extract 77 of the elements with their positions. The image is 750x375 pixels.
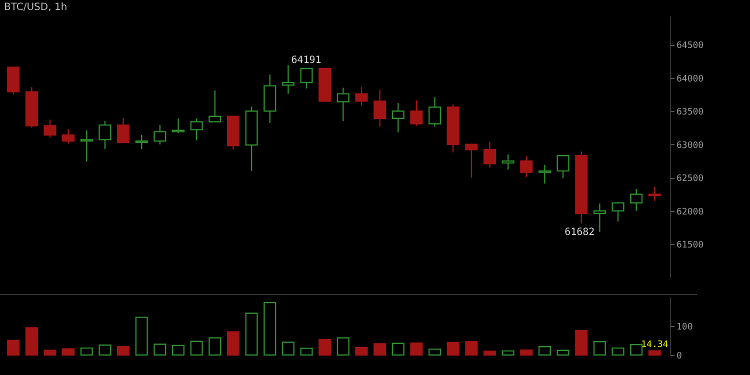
candlestick xyxy=(62,128,75,144)
bar xyxy=(172,344,185,356)
bar xyxy=(556,350,570,356)
bar xyxy=(80,347,93,356)
bar xyxy=(208,337,222,356)
bar xyxy=(648,350,661,356)
candlestick xyxy=(98,120,112,150)
bar xyxy=(135,316,148,356)
candlestick xyxy=(44,119,56,138)
bar xyxy=(428,348,442,356)
bar xyxy=(318,339,332,356)
candlestick xyxy=(502,154,514,170)
bar xyxy=(154,344,166,356)
candlestick xyxy=(336,87,350,122)
bar xyxy=(575,330,588,356)
candlestick xyxy=(190,118,203,141)
candlestick xyxy=(648,186,661,202)
bar xyxy=(62,348,75,356)
candlestick xyxy=(172,118,185,134)
candlestick xyxy=(556,154,570,179)
candlestick xyxy=(630,188,643,212)
bar xyxy=(355,346,368,356)
bar xyxy=(630,344,643,356)
bar xyxy=(44,350,56,356)
bar xyxy=(98,344,112,356)
candlestick xyxy=(428,96,442,127)
bar xyxy=(264,302,276,356)
chart-title: BTC/USD, 1h xyxy=(4,2,68,13)
bar xyxy=(245,312,258,356)
candlestick xyxy=(465,143,478,178)
annotation: 64191 xyxy=(291,55,322,66)
bar xyxy=(190,340,203,356)
bar xyxy=(25,327,38,356)
candlestick xyxy=(520,156,533,178)
bar xyxy=(612,347,624,356)
candlestick xyxy=(208,90,222,122)
y-tick-label: 64000 xyxy=(676,74,704,84)
bar xyxy=(520,349,533,356)
y-tick-label: 62500 xyxy=(676,174,704,184)
bar xyxy=(446,342,460,356)
bar xyxy=(226,331,240,356)
bar xyxy=(282,342,294,356)
y-tick-label: 100 xyxy=(676,322,693,332)
bar xyxy=(300,348,313,356)
candlestick xyxy=(80,130,93,162)
candlestick xyxy=(300,67,313,90)
y-tick-label: 0 xyxy=(676,352,682,362)
candlestick xyxy=(154,124,166,145)
data-label: 14.34 xyxy=(641,340,668,350)
candlestick xyxy=(355,86,368,106)
y-tick-label: 63000 xyxy=(676,140,704,151)
bar xyxy=(392,342,404,356)
candlestick xyxy=(410,100,423,126)
candlestick xyxy=(392,102,404,133)
y-tick-label: 64500 xyxy=(676,41,704,52)
candlestick xyxy=(282,64,294,94)
annotation: 61682 xyxy=(564,226,595,238)
y-tick-label: 62000 xyxy=(676,207,704,218)
bar xyxy=(593,341,606,356)
candlestick xyxy=(374,89,386,127)
bar xyxy=(7,340,20,356)
y-tick-label: 63500 xyxy=(676,108,704,118)
candlestick xyxy=(612,202,624,222)
bar xyxy=(538,346,551,356)
y-tick-label: 61500 xyxy=(676,240,704,251)
bar xyxy=(374,343,386,356)
bar xyxy=(502,350,514,356)
candlestick xyxy=(117,117,130,144)
candlestick xyxy=(135,134,148,150)
bar xyxy=(483,350,496,356)
bar xyxy=(410,342,423,356)
candlestick xyxy=(538,164,551,184)
bar xyxy=(465,341,478,356)
candlestick xyxy=(483,141,496,168)
bar xyxy=(117,346,130,356)
candlestick xyxy=(593,202,606,233)
bar xyxy=(336,337,350,356)
